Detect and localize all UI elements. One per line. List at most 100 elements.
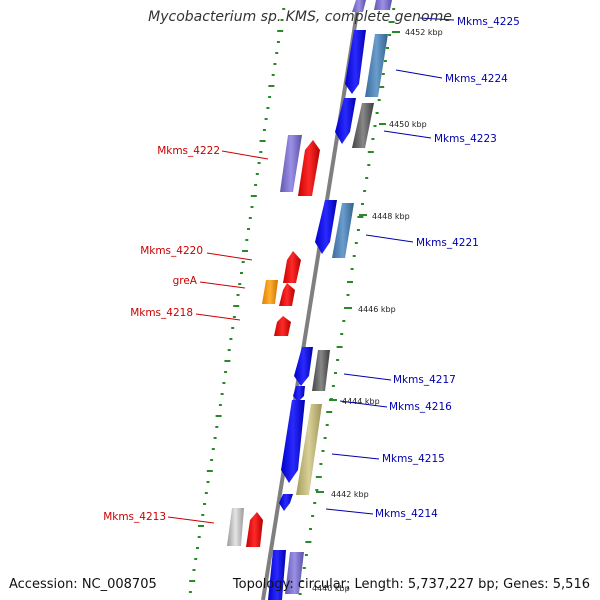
label-mkms-4215: Mkms_4215 [382,453,445,465]
gene-arrow-mkms-4225 [352,0,366,12]
gc-dot [192,569,196,571]
gc-dot [268,85,275,87]
accession-text: Accession: NC_008705 [9,577,157,592]
gc-dot [268,96,272,98]
gc-dot [300,580,304,582]
gc-dot [311,515,315,517]
gene-arrow-bottom-b [285,552,304,594]
gene-arrow-mkms-4213 [227,508,244,546]
gc-dot [325,424,329,426]
gc-dot [276,41,280,43]
gc-dot [255,173,259,175]
gc-dot [381,73,385,75]
gc-dot [371,138,375,140]
gc-dot [262,129,266,131]
gc-dot [334,372,337,374]
gc-dot [277,30,284,32]
topology-text: Topology: circular; Length: 5,737,227 bp… [232,577,590,592]
gc-dot [218,404,222,406]
gc-dot [305,541,312,543]
gene-arrow-mkms-4215 [281,400,305,483]
gc-dot [354,242,358,244]
label-mkms-4225: Mkms_4225 [457,16,520,28]
gc-dot [224,371,228,373]
gc-dot [259,140,266,142]
gc-dot [375,112,379,114]
label-mkms-4224: Mkms_4224 [445,73,508,85]
tick-4450: 4450 kbp [389,120,427,129]
gc-dot [231,327,235,329]
gene-arrow-mkms-4224-b [365,34,388,97]
gc-dot [259,151,263,153]
label-grea: greA [173,275,198,287]
gc-dot [298,593,302,595]
gc-dot [336,359,340,361]
gc-dot [257,162,261,164]
gc-dot [377,99,381,101]
gc-dot [340,333,344,335]
gene-arrow-mkms-4223 [335,98,356,144]
gc-dot [189,580,196,582]
gc-dot [254,184,258,186]
gc-dot [388,34,392,36]
gc-dot [357,216,364,218]
gc-dot [319,463,323,465]
gc-dot [215,415,222,417]
gc-dot [315,489,319,491]
gc-dot [378,86,385,88]
gene-arrow-mkms-4220 [283,251,301,283]
gene-arrow-grea [262,280,278,304]
gc-dot [233,305,240,307]
gc-dot [331,385,335,387]
gc-dot [309,528,312,530]
gene-arrow-grea-b [279,283,295,306]
gc-dot [388,21,395,23]
gc-dot [245,239,249,241]
gene-arrow-mkms-4224 [345,30,366,94]
tick-4444: 4444 kbp [342,397,380,406]
gc-dot [206,481,210,483]
gene-arrow-mkms-4215-b [296,404,322,495]
gene-labels: Mkms_4222 Mkms_4220 greA Mkms_4218 Mkms_… [103,16,520,523]
gene-arrow-mkms-4222-b [298,140,320,196]
label-mkms-4217: Mkms_4217 [393,374,456,386]
gc-dot [247,228,250,230]
gc-dot [236,294,240,296]
tick-4452: 4452 kbp [405,28,443,37]
gc-dot [203,503,206,505]
label-mkms-4218: Mkms_4218 [130,307,193,319]
gc-dot [241,261,245,263]
gc-dot [373,125,377,127]
gc-dot [392,8,396,10]
label-mkms-4214: Mkms_4214 [375,508,438,520]
gc-dot [386,47,389,49]
gene-arrow-mkms-4217 [294,347,313,386]
tick-4448: 4448 kbp [372,212,410,221]
gc-dot [356,229,360,231]
gc-dot [213,437,217,439]
gc-dot [220,393,224,395]
gc-dot [204,492,208,494]
gc-dot [227,349,231,351]
gc-dot [188,591,192,593]
gc-dot [367,151,374,153]
gc-dot [206,470,213,472]
gc-dot [315,476,322,478]
gene-arrow-mkms-4223-b [352,103,374,148]
gc-dot [352,255,356,257]
gc-dot [194,558,198,560]
label-mkms-4221: Mkms_4221 [416,237,479,249]
label-mkms-4213: Mkms_4213 [103,511,166,523]
gc-dot [273,63,277,65]
gc-dot [229,338,233,340]
gc-dot [304,554,308,556]
gc-dot [197,536,201,538]
leader-lines [167,17,455,524]
genome-title: Mycobacterium sp. KMS, complete genome [148,9,452,25]
gc-dot [383,60,387,62]
gc-dot [342,320,346,322]
gc-dot [321,450,325,452]
gc-dot [302,567,306,569]
label-mkms-4220: Mkms_4220 [140,245,203,257]
gc-dot [215,426,219,428]
